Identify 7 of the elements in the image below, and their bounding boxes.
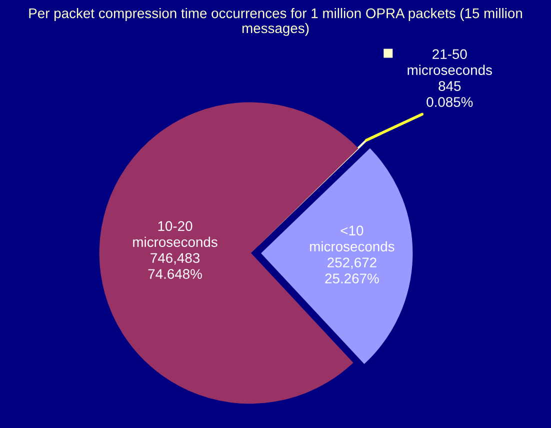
slice-label: 21-50 microseconds <box>408 49 492 75</box>
chart-title: Per packet compression time occurrences for 1 million OPRA packets (15 million messages) <box>29 8 522 36</box>
slice-label: <10 microseconds <box>310 226 394 252</box>
slice-label: 10-20 microseconds <box>133 221 218 247</box>
data-label: 252,672 25.267% <box>325 258 379 284</box>
data-label: 746,483 74.648% <box>148 253 202 279</box>
data-label: 845 0.085% <box>426 81 473 107</box>
